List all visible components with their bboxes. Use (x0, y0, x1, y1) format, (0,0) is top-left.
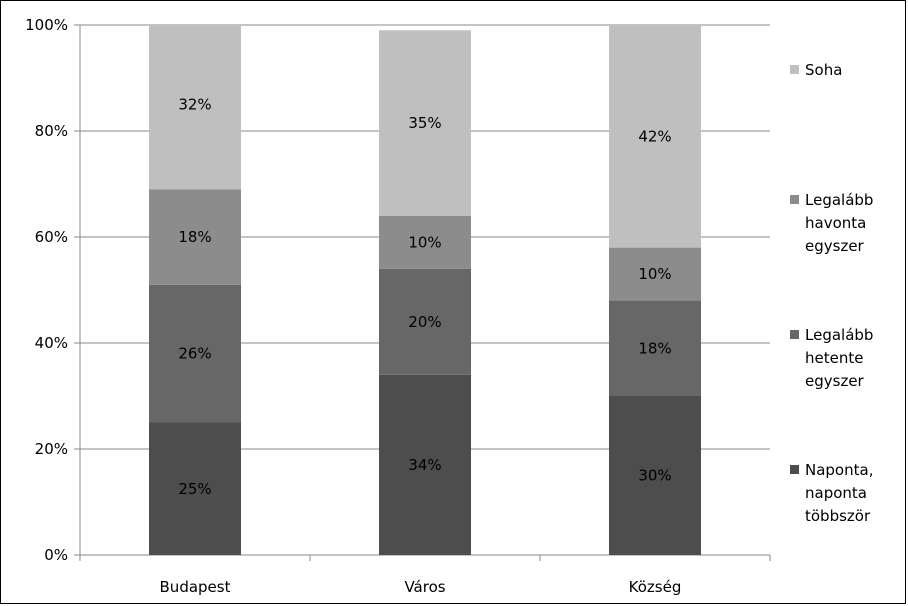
legend-label: egyszer (805, 372, 865, 390)
data-label: 18% (638, 339, 671, 357)
category-label: Község (629, 578, 682, 596)
legend-label: Naponta, (805, 461, 873, 479)
bar-segment (609, 396, 701, 555)
data-label: 30% (638, 467, 671, 485)
category-label: Budapest (160, 578, 231, 596)
y-tick-label: 80% (35, 122, 68, 140)
legend-label: Soha (805, 61, 842, 79)
data-label: 42% (638, 127, 671, 145)
legend-label: hetente (805, 349, 863, 367)
bar-segment (609, 25, 701, 248)
legend-swatch (790, 65, 799, 74)
bar-segment (149, 422, 241, 555)
bar-segment (379, 30, 471, 216)
bar-segment (379, 374, 471, 555)
bar-segment (609, 247, 701, 301)
bar-segment (379, 215, 471, 269)
legend-label: havonta (805, 214, 866, 232)
data-label: 35% (408, 114, 441, 132)
y-tick-label: 60% (35, 228, 68, 246)
legend-label: naponta (805, 484, 867, 502)
y-tick-label: 100% (25, 16, 68, 34)
data-label: 25% (178, 480, 211, 498)
legend-swatch (790, 465, 799, 474)
y-tick-label: 0% (44, 546, 68, 564)
data-label: 26% (178, 345, 211, 363)
legend-swatch (790, 195, 799, 204)
category-label: Város (404, 578, 445, 596)
bar-segment (149, 25, 241, 190)
bar-segment (149, 284, 241, 423)
legend-label: Legalább (805, 326, 873, 344)
legend-label: többször (805, 507, 871, 525)
data-label: 32% (178, 96, 211, 114)
legend-label: egyszer (805, 237, 865, 255)
y-tick-label: 40% (35, 334, 68, 352)
data-label: 20% (408, 313, 441, 331)
legend-label: Legalább (805, 191, 873, 209)
bar-segment (609, 300, 701, 396)
data-label: 34% (408, 456, 441, 474)
y-tick-label: 20% (35, 440, 68, 458)
legend-swatch (790, 330, 799, 339)
bar-segment (149, 189, 241, 285)
data-label: 10% (638, 265, 671, 283)
data-label: 18% (178, 228, 211, 246)
bar-segment (379, 268, 471, 375)
data-label: 10% (408, 233, 441, 251)
